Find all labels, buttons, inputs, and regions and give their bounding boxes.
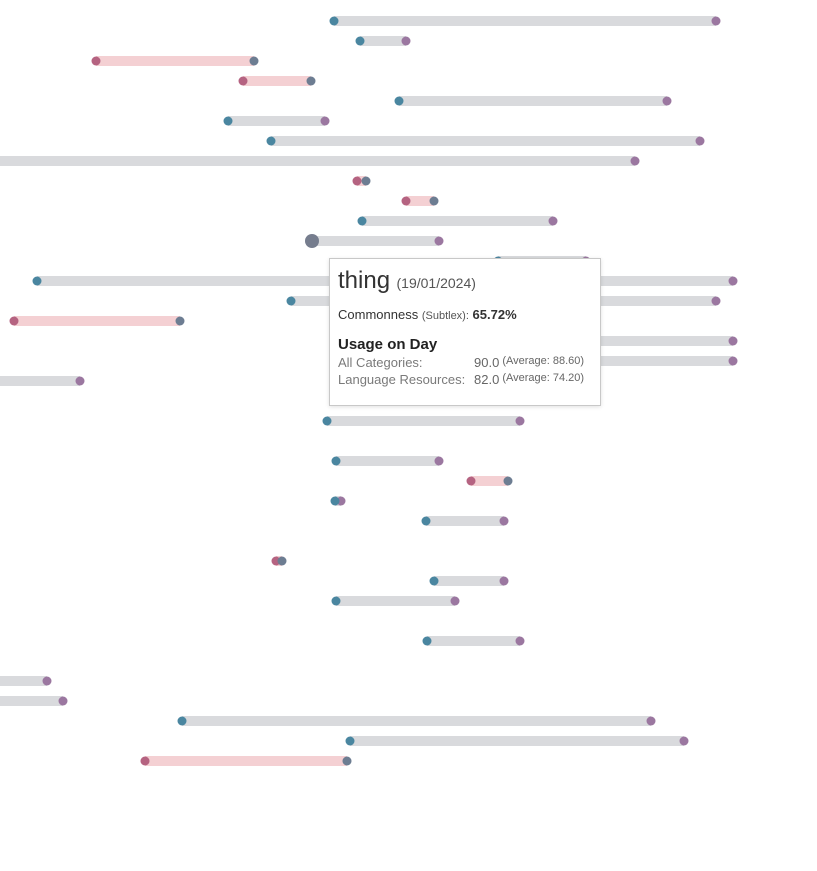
start-point[interactable]: [357, 216, 367, 226]
start-point[interactable]: [394, 96, 404, 106]
range-bar: [360, 36, 406, 46]
start-point[interactable]: [249, 56, 259, 66]
end-point[interactable]: [401, 36, 411, 46]
end-point[interactable]: [140, 756, 150, 766]
end-point[interactable]: [91, 56, 101, 66]
range-bar: [471, 476, 508, 486]
range-bar: [406, 196, 434, 206]
end-point[interactable]: [711, 16, 721, 26]
start-point[interactable]: [503, 476, 513, 486]
range-bar: [336, 456, 439, 466]
range-bar: [0, 376, 80, 386]
end-point[interactable]: [515, 416, 525, 426]
start-point[interactable]: [422, 636, 432, 646]
range-bar: [362, 216, 553, 226]
end-point[interactable]: [434, 236, 444, 246]
range-bar: [228, 116, 325, 126]
start-point[interactable]: [175, 316, 185, 326]
tooltip-title: thing (19/01/2024): [338, 267, 592, 297]
end-point[interactable]: [515, 636, 525, 646]
tooltip-word: thing: [338, 267, 391, 294]
end-point[interactable]: [728, 356, 738, 366]
row-value: 90.0: [474, 355, 500, 370]
end-point[interactable]: [401, 196, 411, 206]
end-point[interactable]: [352, 176, 362, 186]
end-point[interactable]: [499, 576, 509, 586]
range-bar: [0, 156, 635, 166]
end-point[interactable]: [711, 296, 721, 306]
start-point[interactable]: [330, 496, 340, 506]
end-point[interactable]: [320, 116, 330, 126]
start-point[interactable]: [266, 136, 276, 146]
end-point[interactable]: [238, 76, 248, 86]
row-label: Language Resources:: [338, 372, 466, 387]
range-bar: [182, 716, 651, 726]
start-point[interactable]: [306, 76, 316, 86]
end-point[interactable]: [728, 336, 738, 346]
start-point[interactable]: [223, 116, 233, 126]
commonness-value: 65.72%: [472, 307, 517, 322]
start-point[interactable]: [32, 276, 42, 286]
end-point[interactable]: [434, 456, 444, 466]
range-bar: [243, 76, 311, 86]
start-point[interactable]: [429, 576, 439, 586]
end-point[interactable]: [9, 316, 19, 326]
range-bar: [327, 416, 520, 426]
tooltip-date: (19/01/2024): [396, 275, 476, 291]
start-point[interactable]: [286, 296, 296, 306]
tooltip-row-language-resources: Language Resources: 82.0 (Average: 74.20…: [338, 372, 592, 387]
row-average: (Average: 74.20): [502, 372, 585, 384]
start-point[interactable]: [429, 196, 439, 206]
start-point[interactable]: [345, 736, 355, 746]
tooltip-row-all-categories: All Categories: 90.0 (Average: 88.60): [338, 355, 592, 370]
range-bar: [399, 96, 667, 106]
end-point[interactable]: [679, 736, 689, 746]
tooltip-heading: Usage on Day: [338, 336, 438, 353]
range-bar: [0, 696, 63, 706]
commonness-source: (Subtlex):: [421, 310, 469, 322]
end-point[interactable]: [75, 376, 85, 386]
end-point[interactable]: [695, 136, 705, 146]
start-point[interactable]: [277, 556, 287, 566]
start-point[interactable]: [355, 36, 365, 46]
start-point[interactable]: [331, 456, 341, 466]
start-point[interactable]: [342, 756, 352, 766]
range-bar: [336, 596, 455, 606]
end-point[interactable]: [466, 476, 476, 486]
range-bar: [334, 16, 716, 26]
range-bar: [426, 516, 504, 526]
end-point[interactable]: [499, 516, 509, 526]
row-average: (Average: 88.60): [502, 355, 585, 367]
row-label: All Categories:: [338, 355, 423, 370]
range-bar: [145, 756, 347, 766]
end-point[interactable]: [630, 156, 640, 166]
end-point[interactable]: [42, 676, 52, 686]
range-bar: [14, 316, 180, 326]
row-value: 82.0: [474, 372, 500, 387]
range-bar: [350, 736, 684, 746]
range-bar: [312, 236, 439, 246]
commonness-label: Commonness: [338, 307, 419, 322]
start-point[interactable]: [322, 416, 332, 426]
end-point[interactable]: [662, 96, 672, 106]
end-point[interactable]: [548, 216, 558, 226]
end-point[interactable]: [728, 276, 738, 286]
start-point[interactable]: [329, 16, 339, 26]
range-bar: [96, 56, 254, 66]
range-bar: [271, 136, 700, 146]
start-point[interactable]: [361, 176, 371, 186]
tooltip: thing (19/01/2024) Commonness (Subtlex):…: [329, 258, 601, 406]
range-bar: [434, 576, 504, 586]
start-point[interactable]: [331, 596, 341, 606]
tooltip-commonness: Commonness (Subtlex): 65.72%: [338, 307, 592, 322]
start-point[interactable]: [421, 516, 431, 526]
end-point[interactable]: [450, 596, 460, 606]
range-bar: [427, 636, 520, 646]
end-point[interactable]: [58, 696, 68, 706]
start-point[interactable]: [177, 716, 187, 726]
highlighted-point[interactable]: [305, 234, 319, 248]
range-bar: [0, 676, 47, 686]
end-point[interactable]: [646, 716, 656, 726]
